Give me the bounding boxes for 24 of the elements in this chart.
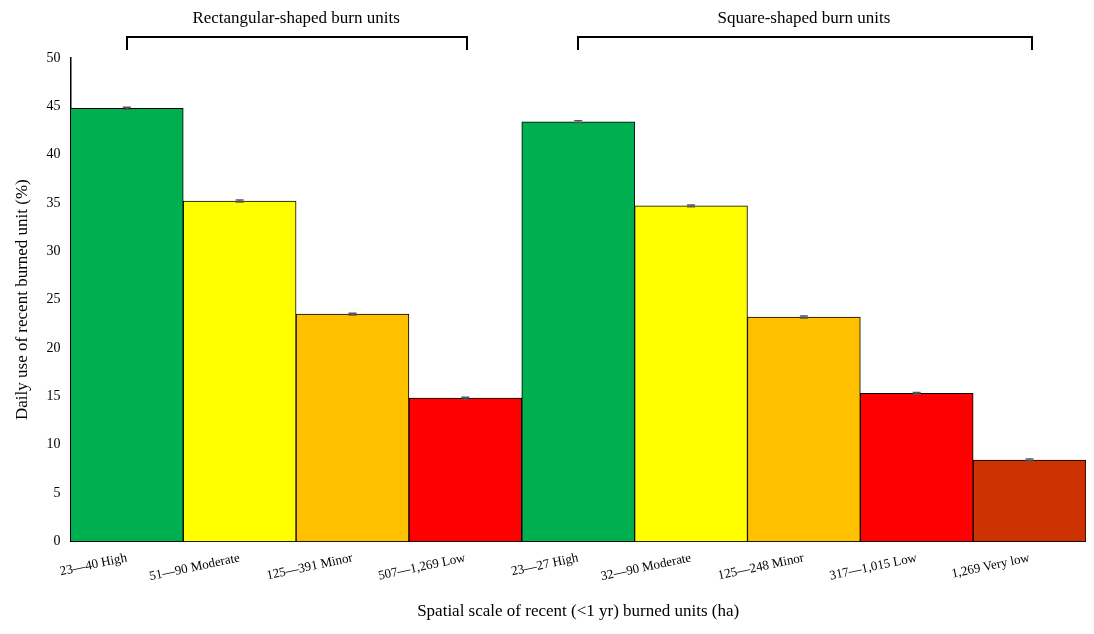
y-tick-label: 40 (46, 146, 61, 162)
x-tick-label: 1,269 Very low (949, 549, 1032, 581)
x-tick-label: 125—391 Minor (264, 549, 355, 583)
x-axis-title: Spatial scale of recent (<1 yr) burned units (ha) (417, 601, 740, 621)
x-tick-label: 23—27 High (509, 549, 581, 579)
x-tick-label: 507—1,269 Low (376, 549, 468, 583)
x-tick-label: 125—248 Minor (716, 549, 806, 583)
x-tick-label: 317—1,015 Low (828, 549, 919, 583)
y-tick-label: 20 (46, 339, 61, 355)
text: Square-shaped burn units (716, 8, 892, 28)
y-tick-label: 0 (53, 532, 61, 548)
y-tick-label: 35 (46, 194, 61, 210)
x-tick-label: 23—40 High (58, 549, 129, 579)
x-tick-label: 32—90 Moderate (599, 549, 693, 584)
y-tick-label: 5 (53, 484, 61, 500)
y-tick-label: 30 (46, 242, 61, 258)
y-tick-label: 15 (46, 387, 61, 403)
text: Rectangular-shaped burn units (191, 8, 401, 28)
y-tick-label: 50 (46, 49, 61, 65)
y-tick-label: 45 (46, 97, 61, 113)
x-tick-label: 51—90 Moderate (147, 549, 242, 584)
y-tick-label: 25 (46, 291, 61, 307)
y-tick-label: 10 (46, 436, 61, 452)
y-axis-title: Daily use of recent burned unit (%) (11, 179, 31, 420)
